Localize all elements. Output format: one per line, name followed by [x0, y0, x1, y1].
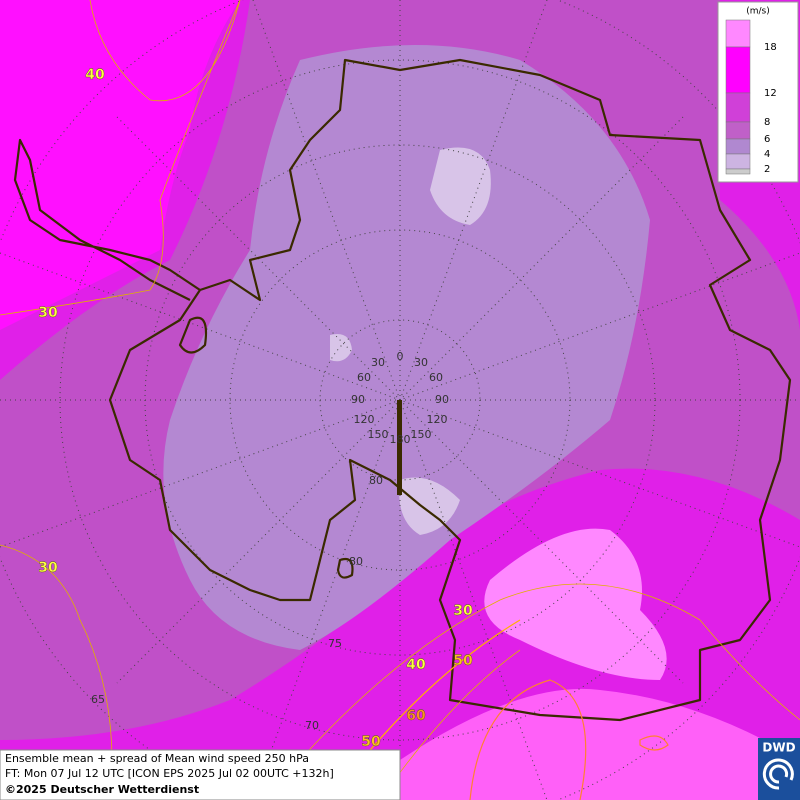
legend-band [725, 19, 751, 48]
grid-label: 60 [429, 371, 443, 384]
legend-label: 12 [764, 88, 777, 99]
logo-swirl [762, 758, 794, 790]
grid-label: 0 [397, 350, 404, 363]
contour-label: 50 [361, 734, 381, 750]
legend-band [725, 138, 751, 155]
field-min [430, 147, 491, 225]
contour-label: 30 [38, 305, 58, 321]
contour-label: 30 [453, 603, 473, 619]
legend-label: 6 [764, 134, 770, 145]
legend: (m/s) 18 12 8 6 4 2 [717, 1, 799, 183]
grid-label: 80 [349, 555, 363, 568]
field-high [0, 0, 240, 330]
footer-copyright: ©2025 Deutscher Wetterdienst [5, 783, 199, 796]
legend-label: 2 [764, 164, 770, 175]
grid-label: 30 [414, 356, 428, 369]
field-min [330, 334, 460, 535]
grid-label: 120 [354, 413, 375, 426]
footer-title: Ensemble mean + spread of Mean wind spee… [5, 752, 309, 765]
logo-text: DWD [762, 741, 795, 755]
grid-label: 180 [390, 433, 411, 446]
contour-label: 40 [85, 67, 105, 83]
contour-label: 50 [453, 653, 473, 669]
legend-band [725, 121, 751, 140]
date-line [397, 400, 402, 495]
grid-label: 120 [427, 413, 448, 426]
field-low [163, 45, 651, 650]
footer-time: FT: Mon 07 Jul 12 UTC [ICON EPS 2025 Jul… [5, 767, 334, 780]
legend-band [725, 92, 751, 123]
grid-label: 75 [328, 637, 342, 650]
legend-band [725, 168, 751, 175]
legend-label: 18 [764, 42, 777, 53]
grid-label: 150 [411, 428, 432, 441]
legend-band [725, 153, 751, 170]
contour-label: 30 [38, 560, 58, 576]
grid-label: 65 [91, 693, 105, 706]
grid-label: 60 [357, 371, 371, 384]
legend-label: 4 [764, 149, 770, 160]
grid-label: 90 [435, 393, 449, 406]
grid-label: 30 [371, 356, 385, 369]
field-max [400, 688, 800, 800]
grid-label: 80 [369, 474, 383, 487]
contour-label: 40 [406, 657, 426, 673]
grid-label: 150 [368, 428, 389, 441]
contour-label: 60 [406, 708, 426, 724]
legend-band [725, 46, 751, 94]
footer-box [0, 749, 401, 800]
grid-label: 70 [305, 719, 319, 732]
legend-label: 8 [764, 117, 770, 128]
field-max [484, 528, 667, 680]
legend-unit: (m/s) [746, 7, 770, 17]
grid-label: 90 [351, 393, 365, 406]
